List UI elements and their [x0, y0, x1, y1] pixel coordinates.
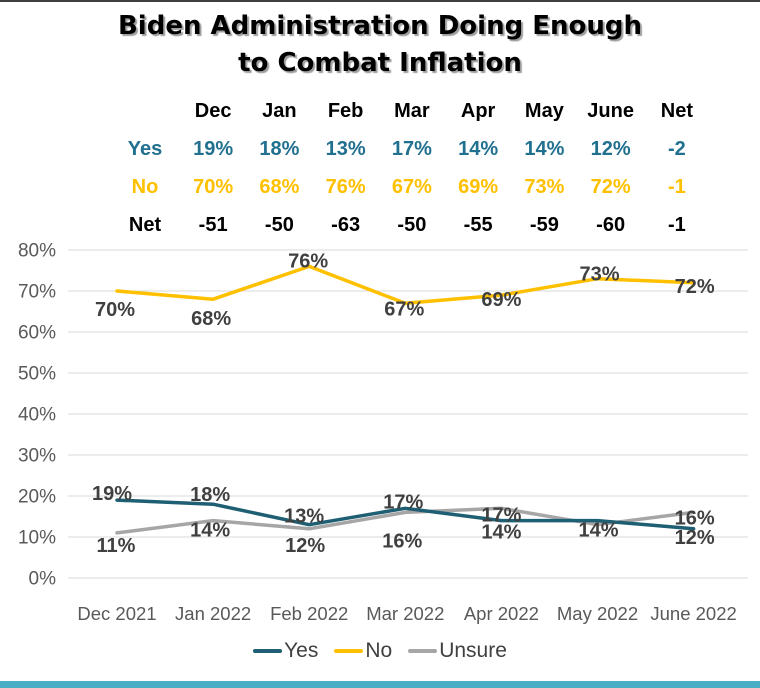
- table-cell: 14%: [524, 137, 565, 160]
- x-axis-tick-label: Jan 2022: [175, 603, 251, 624]
- y-axis-tick-label: 70%: [18, 282, 56, 303]
- y-axis-tick-label: 20%: [18, 487, 56, 508]
- table-cell: 70%: [193, 175, 234, 198]
- table-cell: -55: [463, 213, 493, 236]
- table-cell: 68%: [259, 175, 300, 198]
- data-label-yes: 18%: [190, 484, 230, 506]
- table-cell: 13%: [325, 137, 366, 160]
- table-row-label: Net: [128, 213, 162, 236]
- data-label-yes: 17%: [383, 491, 423, 513]
- table-cell: 14%: [458, 137, 499, 160]
- data-label-yes: 12%: [675, 527, 715, 549]
- title-line-2: to Combat Inflation: [238, 48, 522, 78]
- data-label-no: 68%: [191, 308, 231, 330]
- y-axis-tick-label: 30%: [18, 446, 56, 467]
- table-row-label: No: [131, 175, 159, 198]
- table-header-cell: Feb: [327, 99, 364, 122]
- table-header-cell: Jan: [262, 99, 297, 122]
- table-header-cell: Mar: [394, 99, 430, 122]
- table-cell: -50: [264, 213, 294, 236]
- table-cell: 72%: [590, 175, 631, 198]
- x-axis-tick-label: Apr 2022: [464, 603, 539, 624]
- summary-table: Dec Jan Feb Mar Apr May June Net Yes 19% 18% 13% 17%…: [110, 92, 710, 244]
- bottom-accent-bar: [0, 681, 760, 688]
- data-label-no: 67%: [384, 298, 424, 320]
- data-label-yes: 19%: [92, 483, 132, 505]
- table-cell: 18%: [259, 137, 300, 160]
- data-label-unsure: 11%: [97, 535, 136, 557]
- series-line-yes: [115, 498, 696, 531]
- data-label-unsure: 14%: [190, 520, 230, 542]
- legend-item-unsure: Unsure: [408, 639, 507, 663]
- table-header-cell: Dec: [194, 99, 232, 122]
- table-corner-cell: [110, 92, 180, 130]
- y-axis-tick-label: 0%: [29, 569, 57, 590]
- legend-label: Yes: [284, 639, 319, 662]
- x-axis-tick-label: Dec 2021: [77, 603, 156, 624]
- data-label-no: 69%: [481, 289, 521, 311]
- x-axis-tick-label: Feb 2022: [270, 603, 348, 624]
- table-cell: -50: [397, 213, 427, 236]
- data-label-unsure: 16%: [675, 507, 715, 529]
- table-cell: -51: [198, 213, 228, 236]
- table-cell: -1: [667, 213, 686, 236]
- series-line-unsure: [115, 506, 696, 535]
- table-header-cell: June: [587, 99, 634, 122]
- table-cell: -59: [529, 213, 559, 236]
- data-label-yes: 13%: [284, 506, 324, 528]
- data-label-no: 73%: [579, 264, 619, 286]
- table-cell: -2: [667, 137, 686, 160]
- legend-item-no: No: [334, 639, 392, 663]
- table-cell: -63: [331, 213, 361, 236]
- table-header-cell: Net: [660, 99, 693, 122]
- table-header-cell: Apr: [460, 99, 496, 122]
- table-cell: -60: [596, 213, 626, 236]
- data-label-no: 76%: [288, 250, 328, 272]
- table-cell: 17%: [391, 137, 432, 160]
- data-label-yes: 14%: [578, 520, 618, 542]
- legend-label: Unsure: [439, 639, 507, 662]
- chart-legend: Yes No Unsure: [0, 639, 760, 663]
- data-label-unsure: 16%: [382, 530, 422, 552]
- x-axis-tick-label: May 2022: [557, 603, 638, 624]
- data-label-yes: 14%: [481, 522, 521, 544]
- y-axis-tick-label: 60%: [18, 323, 56, 344]
- y-axis-tick-label: 10%: [18, 528, 56, 549]
- x-axis-tick-label: June 2022: [650, 603, 736, 624]
- data-label-unsure: 12%: [285, 535, 325, 557]
- top-border: [0, 0, 760, 2]
- legend-dash-icon: [408, 648, 438, 654]
- table-header-cell: May: [524, 99, 564, 122]
- series-line-no: [115, 264, 696, 306]
- table-cell: 12%: [590, 137, 631, 160]
- table-cell: 73%: [524, 175, 565, 198]
- data-label-unsure: 17%: [481, 504, 521, 526]
- table-cell: 76%: [325, 175, 366, 198]
- legend-label: No: [365, 639, 393, 662]
- table-cell: -1: [667, 175, 686, 198]
- legend-dash-icon: [334, 648, 364, 654]
- line-chart: 0% 10% 20% 30% 40% 50% 60% 70% 80% Dec 2021 Jan 20…: [18, 241, 748, 624]
- page-title: Biden Administration Doing Enough to Comb…: [0, 8, 760, 82]
- table-cell: 69%: [458, 175, 499, 198]
- y-axis-tick-label: 80%: [18, 241, 56, 262]
- table-row-label: Yes: [127, 137, 163, 160]
- x-axis-tick-label: Mar 2022: [366, 603, 444, 624]
- legend-dash-icon: [253, 648, 283, 654]
- y-axis-tick-label: 50%: [18, 364, 56, 385]
- y-axis-tick-label: 40%: [18, 405, 56, 426]
- table-cell: 67%: [391, 175, 432, 198]
- title-line-1: Biden Administration Doing Enough: [117, 11, 643, 41]
- data-label-no: 72%: [675, 276, 715, 298]
- table-cell: 19%: [193, 137, 234, 160]
- legend-item-yes: Yes: [253, 639, 318, 663]
- data-label-no: 70%: [95, 299, 135, 321]
